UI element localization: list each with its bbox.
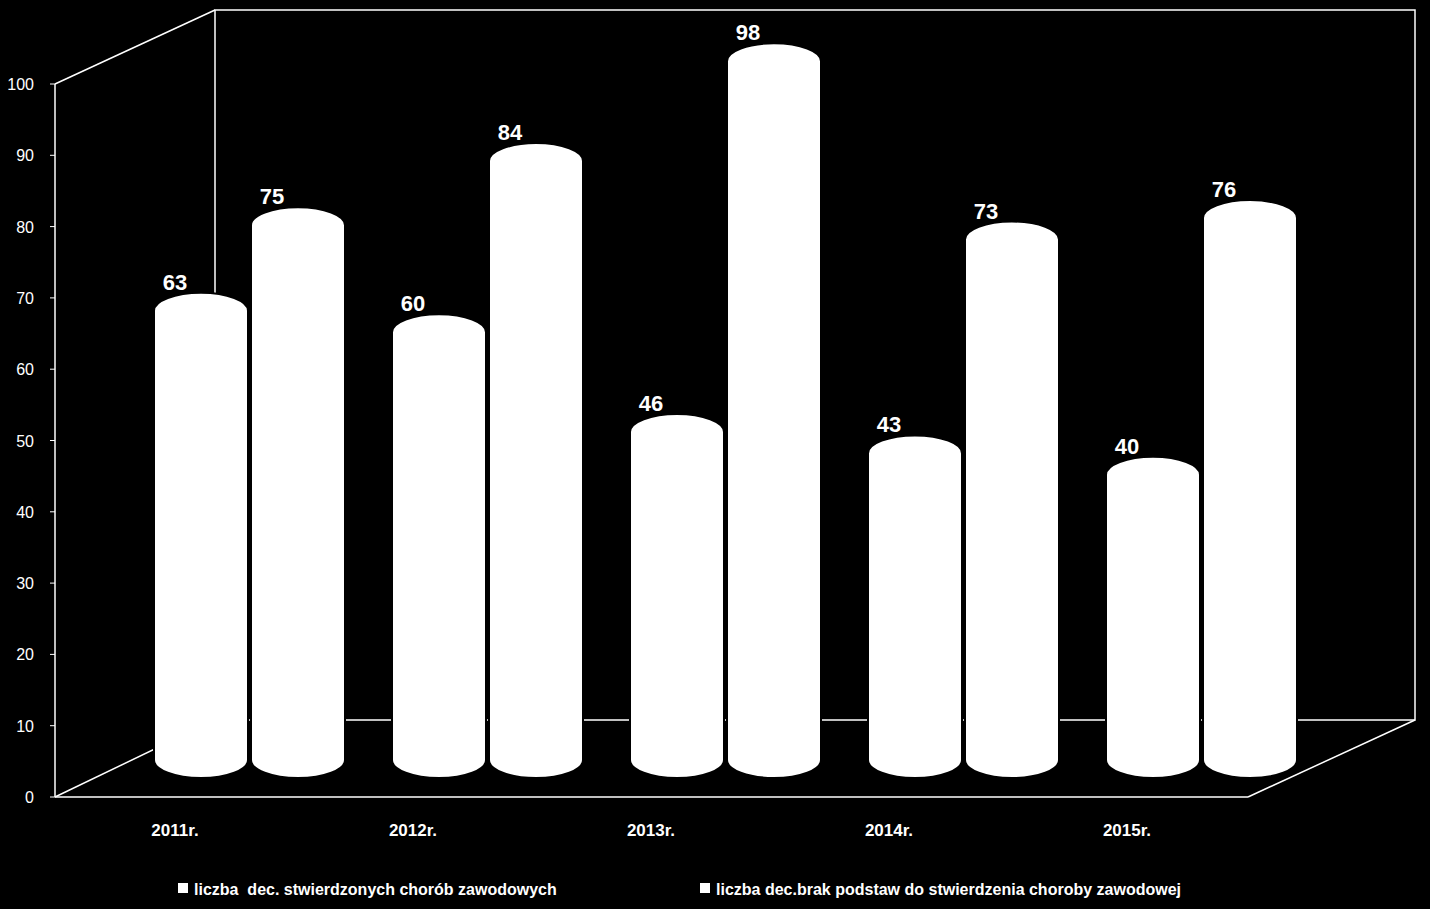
x-tick-label: 2011r. (151, 821, 198, 840)
legend-swatch (700, 883, 710, 893)
y-tick (50, 297, 55, 298)
data-label: 84 (498, 120, 523, 145)
data-label: 46 (639, 391, 663, 416)
background (0, 0, 1430, 909)
data-labels: 75 63 84 60 98 46 73 43 76 40 (163, 20, 1236, 459)
bar (868, 435, 962, 778)
data-label: 43 (877, 412, 901, 437)
y-tick-label: 60 (16, 361, 34, 378)
y-tick-label: 20 (16, 646, 34, 663)
bar (251, 207, 345, 778)
bar (630, 414, 724, 778)
chart: 0 10 20 30 40 50 60 70 80 90 100 75 63 84 60 98 46 73 43 76… (0, 0, 1430, 909)
y-tick-label: 10 (16, 718, 34, 735)
y-tick (50, 511, 55, 512)
y-tick-label: 30 (16, 575, 34, 592)
bar (727, 43, 821, 778)
y-tick (50, 84, 55, 85)
bar (1203, 200, 1297, 778)
y-tick (50, 797, 55, 798)
bar (489, 143, 583, 778)
data-label: 76 (1212, 177, 1236, 202)
y-tick (50, 369, 55, 370)
data-label: 40 (1115, 434, 1139, 459)
y-tick-label: 80 (16, 219, 34, 236)
side-top-edge (55, 10, 215, 84)
data-label: 75 (260, 184, 284, 209)
bar (392, 314, 486, 778)
floor-front-edge (55, 796, 1248, 798)
bar (965, 222, 1059, 778)
y-tick-label: 0 (25, 789, 34, 806)
y-tick (50, 440, 55, 441)
bars (154, 43, 1297, 778)
bar (154, 293, 248, 778)
x-tick-label: 2015r. (1103, 821, 1151, 840)
y-tick-label: 40 (16, 504, 34, 521)
y-tick (50, 226, 55, 227)
data-label: 63 (163, 270, 187, 295)
y-tick (50, 654, 55, 655)
y-tick (50, 725, 55, 726)
y-tick (50, 583, 55, 584)
y-tick-label: 70 (16, 290, 34, 307)
y-tick-label: 90 (16, 147, 34, 164)
data-label: 60 (401, 291, 425, 316)
data-label: 98 (736, 20, 760, 45)
y-tick-label: 50 (16, 433, 34, 450)
x-tick-label: 2013r. (627, 821, 675, 840)
bar (1106, 457, 1200, 778)
y-tick (50, 155, 55, 156)
data-label: 73 (974, 199, 998, 224)
x-tick-label: 2014r. (865, 821, 913, 840)
legend-swatch (178, 883, 188, 893)
legend-label: liczba dec. stwierdzonych chorób zawodow… (194, 881, 557, 898)
y-tick-label: 100 (7, 76, 34, 93)
x-tick-label: 2012r. (389, 821, 437, 840)
legend-label: liczba dec.brak podstaw do stwierdzenia … (716, 881, 1181, 898)
